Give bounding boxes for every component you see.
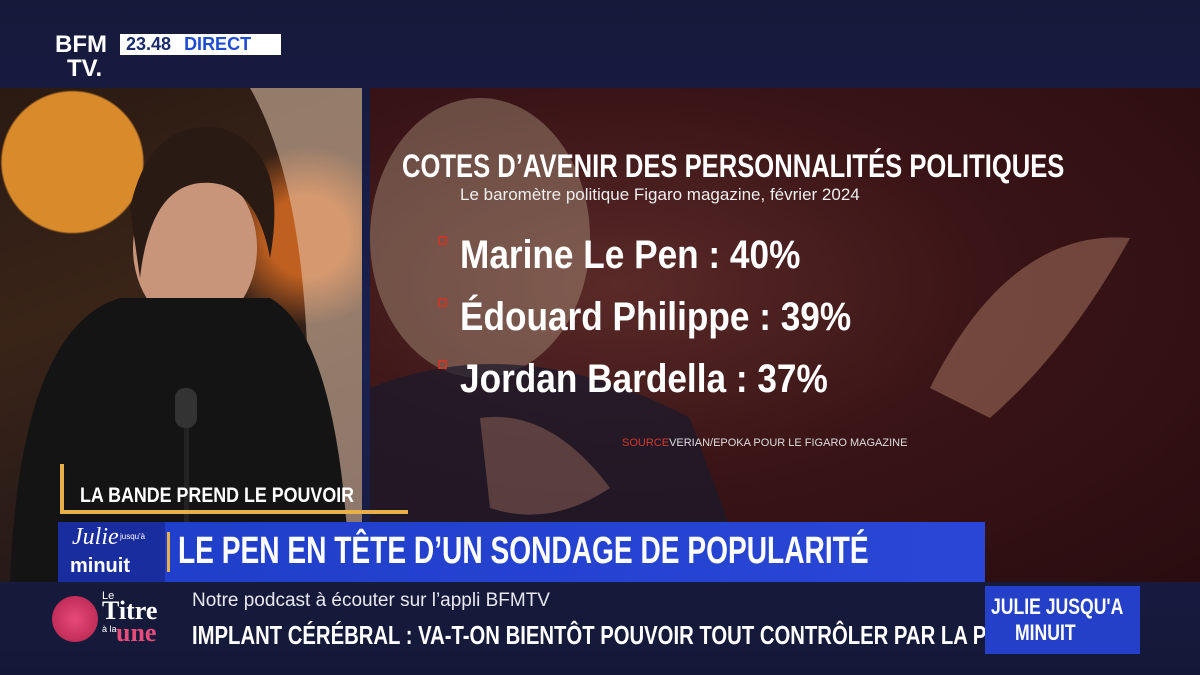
bullet bbox=[438, 236, 447, 245]
ticker-logo-text: une bbox=[116, 618, 157, 647]
ticker-line: Notre podcast à écouter sur l’appli BFMT… bbox=[192, 590, 550, 611]
show-logo-text: Julie bbox=[72, 524, 119, 550]
graphic-title: COTES D’AVENIR DES PERSONNALITÉS POLITIQ… bbox=[402, 148, 1065, 184]
ticker-logo: Le Titre à la une bbox=[50, 590, 180, 648]
tag-frame bbox=[60, 464, 408, 514]
source-label: SOURCE bbox=[622, 437, 670, 449]
poll-item: Marine Le Pen : 40% bbox=[460, 233, 801, 277]
live-badge: 23.48 DIRECT bbox=[120, 34, 281, 55]
poll-item: Jordan Bardella : 37% bbox=[460, 357, 828, 401]
program-box: JULIE JUSQU'A MINUIT bbox=[985, 586, 1140, 654]
live-label: DIRECT bbox=[184, 34, 252, 54]
headline: LE PEN EN TÊTE D’UN SONDAGE DE POPULARIT… bbox=[178, 530, 869, 572]
source-text: VERIAN/EPOKA POUR LE FIGARO MAGAZINE bbox=[669, 437, 908, 449]
segment-tag: LA BANDE PREND LE POUVOIR bbox=[80, 484, 355, 507]
graphic-subtitle: Le baromètre politique Figaro magazine, … bbox=[460, 185, 860, 204]
poll-item: Édouard Philippe : 39% bbox=[460, 295, 852, 339]
clock: 23.48 bbox=[126, 34, 172, 54]
ticker-bar bbox=[0, 584, 985, 654]
poll-graphic: COTES D’AVENIR DES PERSONNALITÉS POLITIQ… bbox=[370, 88, 1200, 582]
bullet bbox=[438, 360, 447, 369]
logo-line: BFM bbox=[55, 31, 107, 58]
bullet bbox=[438, 298, 447, 307]
program-title: JULIE JUSQU'A bbox=[991, 594, 1124, 619]
channel-logo: BFM TV. bbox=[55, 33, 107, 81]
ticker-headline: IMPLANT CÉRÉBRAL : VA-T-ON BIENTÔT POUVO… bbox=[192, 620, 1074, 650]
program-title: MINUIT bbox=[1015, 620, 1076, 645]
ticker-logo-text: Titre bbox=[102, 596, 158, 625]
headline-bar: Julie jusqu'à minuit LE PEN EN TÊTE D’UN… bbox=[58, 522, 985, 582]
show-logo: Julie jusqu'à minuit bbox=[58, 522, 165, 582]
logo-line: TV. bbox=[67, 55, 103, 82]
show-logo-text: jusqu'à bbox=[120, 532, 146, 541]
show-logo-text: minuit bbox=[70, 555, 130, 577]
ticker-logo-text: Le bbox=[102, 590, 115, 602]
logo-icon bbox=[52, 596, 98, 642]
separator bbox=[167, 532, 170, 572]
ticker-logo-text: à la bbox=[102, 624, 117, 634]
